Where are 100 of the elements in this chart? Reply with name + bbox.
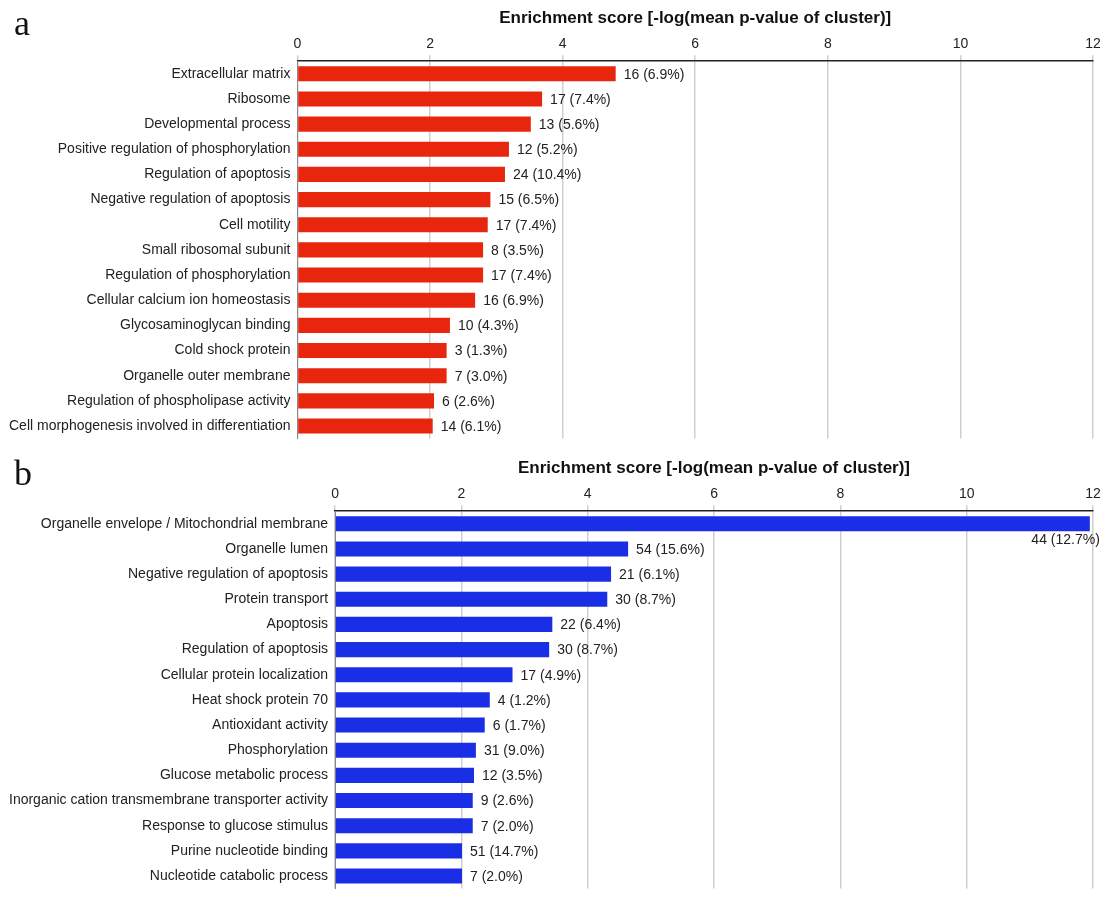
- annotation: 7 (2.0%): [469, 867, 523, 884]
- bar: [298, 116, 531, 132]
- bar: [298, 368, 447, 384]
- annotation: 12 (3.5%): [481, 767, 543, 784]
- y-tick-label: Cellular calcium ion homeostasis: [86, 291, 291, 308]
- y-tick-label: Regulation of phospholipase activity: [67, 391, 291, 408]
- annotation: 16 (6.9%): [623, 65, 685, 82]
- y-tick-label: Negative regulation of apoptosis: [90, 190, 291, 207]
- y-tick-label: Regulation of phosphorylation: [105, 265, 291, 282]
- bar: [335, 591, 608, 607]
- bar: [298, 418, 433, 434]
- annotation: 12 (5.2%): [516, 141, 578, 158]
- bar: [335, 818, 473, 834]
- annotation: 7 (2.0%): [480, 817, 534, 834]
- annotation: 13 (5.6%): [538, 115, 600, 132]
- x-tick-label: 4: [558, 34, 567, 51]
- bar: [298, 217, 488, 233]
- bar: [298, 342, 447, 359]
- annotation: 17 (7.4%): [550, 90, 611, 107]
- bar: [335, 616, 553, 632]
- y-tick-label: Extracellular matrix: [171, 64, 291, 81]
- annotation: 44 (12.7%): [1031, 531, 1100, 548]
- y-tick-label: Heat shock protein 70: [191, 690, 329, 707]
- annotation: 10 (4.3%): [457, 317, 519, 334]
- annotation: 17 (7.4%): [491, 266, 552, 283]
- y-tick-label: Ribosome: [227, 89, 291, 106]
- x-tick-label: 10: [952, 34, 969, 51]
- y-tick-label: Developmental process: [144, 114, 291, 131]
- annotation: 17 (4.9%): [520, 666, 582, 683]
- y-tick-label: Organelle envelope / Mitochondrial membrane: [40, 514, 329, 531]
- bar: [335, 516, 1090, 532]
- y-tick-label: Protein transport: [224, 590, 329, 607]
- x-tick-label: 8: [836, 484, 845, 501]
- y-tick-label: Positive regulation of phosphorylation: [57, 140, 291, 157]
- y-tick-label: Nucleotide catabolic process: [149, 866, 329, 883]
- bar: [298, 393, 435, 409]
- bar: [298, 66, 616, 82]
- annotation: 24 (10.4%): [512, 166, 582, 183]
- y-tick-label: Organelle lumen: [225, 539, 329, 556]
- bar: [298, 141, 509, 157]
- y-tick-label: Glycosaminoglycan binding: [120, 316, 291, 333]
- annotation: 8 (3.5%): [491, 241, 545, 258]
- x-axis-title: Enrichment score [-log(mean p-value of cluster)]: [518, 457, 911, 477]
- y-tick-label: Cellular protein localization: [160, 665, 329, 682]
- bar: [298, 91, 543, 107]
- annotation: 31 (9.0%): [483, 742, 545, 759]
- y-tick-label: Organelle outer membrane: [123, 366, 291, 383]
- annotation: 16 (6.9%): [483, 292, 544, 309]
- bar: [335, 843, 462, 859]
- x-tick-label: 10: [958, 484, 975, 501]
- bar: [335, 642, 550, 658]
- x-tick-label: 6: [691, 34, 700, 51]
- x-tick-label: 0: [331, 484, 340, 501]
- bar: [335, 767, 474, 783]
- bar: [335, 541, 629, 557]
- bar: [335, 742, 476, 758]
- bar: [298, 242, 484, 258]
- bar: [335, 667, 513, 683]
- bar: [298, 267, 484, 283]
- x-tick-label: 0: [293, 34, 302, 51]
- y-tick-label: Cell motility: [218, 215, 291, 232]
- annotation: 51 (14.7%): [469, 842, 539, 859]
- annotation: 14 (6.1%): [440, 417, 502, 434]
- y-tick-label: Inorganic cation transmembrane transporter activity: [8, 791, 329, 808]
- bar: [335, 717, 485, 733]
- annotation: 17 (7.4%): [495, 216, 557, 233]
- bar: [298, 166, 505, 182]
- y-tick-label: Phosphorylation: [227, 741, 329, 758]
- annotation: 15 (6.5%): [498, 191, 560, 208]
- bar: [335, 868, 462, 884]
- annotation: 54 (15.6%): [636, 540, 705, 557]
- y-tick-label: Small ribosomal subunit: [141, 240, 291, 257]
- x-tick-label: 6: [710, 484, 719, 501]
- y-tick-label: Cold shock protein: [174, 341, 291, 358]
- x-tick-label: 8: [823, 34, 832, 51]
- y-tick-label: Cell morphogenesis involved in differentiation: [8, 416, 291, 433]
- x-tick-label: 2: [457, 484, 466, 501]
- annotation: 9 (2.6%): [480, 792, 534, 809]
- bar: [335, 566, 612, 582]
- annotation: 7 (3.0%): [454, 367, 508, 384]
- y-tick-label: Regulation of apoptosis: [144, 165, 291, 182]
- y-tick-label: Negative regulation of apoptosis: [128, 564, 329, 581]
- annotation: 30 (8.7%): [615, 591, 676, 608]
- y-tick-label: Response to glucose stimulus: [142, 816, 329, 833]
- annotation: 6 (1.7%): [492, 716, 546, 733]
- annotation: 3 (1.3%): [454, 342, 508, 359]
- bar: [298, 192, 491, 208]
- y-tick-label: Apoptosis: [266, 615, 329, 632]
- annotation: 30 (8.7%): [557, 641, 618, 658]
- y-tick-label: Glucose metabolic process: [159, 766, 329, 783]
- annotation: 21 (6.1%): [619, 565, 680, 582]
- bar: [298, 317, 450, 333]
- annotation: 4 (1.2%): [497, 691, 551, 708]
- x-tick-label: 12: [1085, 484, 1101, 501]
- annotation: 6 (2.6%): [442, 392, 495, 409]
- bar: [335, 692, 490, 708]
- bar: [335, 792, 473, 809]
- x-tick-label: 12: [1085, 34, 1101, 51]
- x-axis-title: Enrichment score [-log(mean p-value of cluster)]: [499, 7, 892, 27]
- y-tick-label: Antioxidant activity: [212, 715, 329, 732]
